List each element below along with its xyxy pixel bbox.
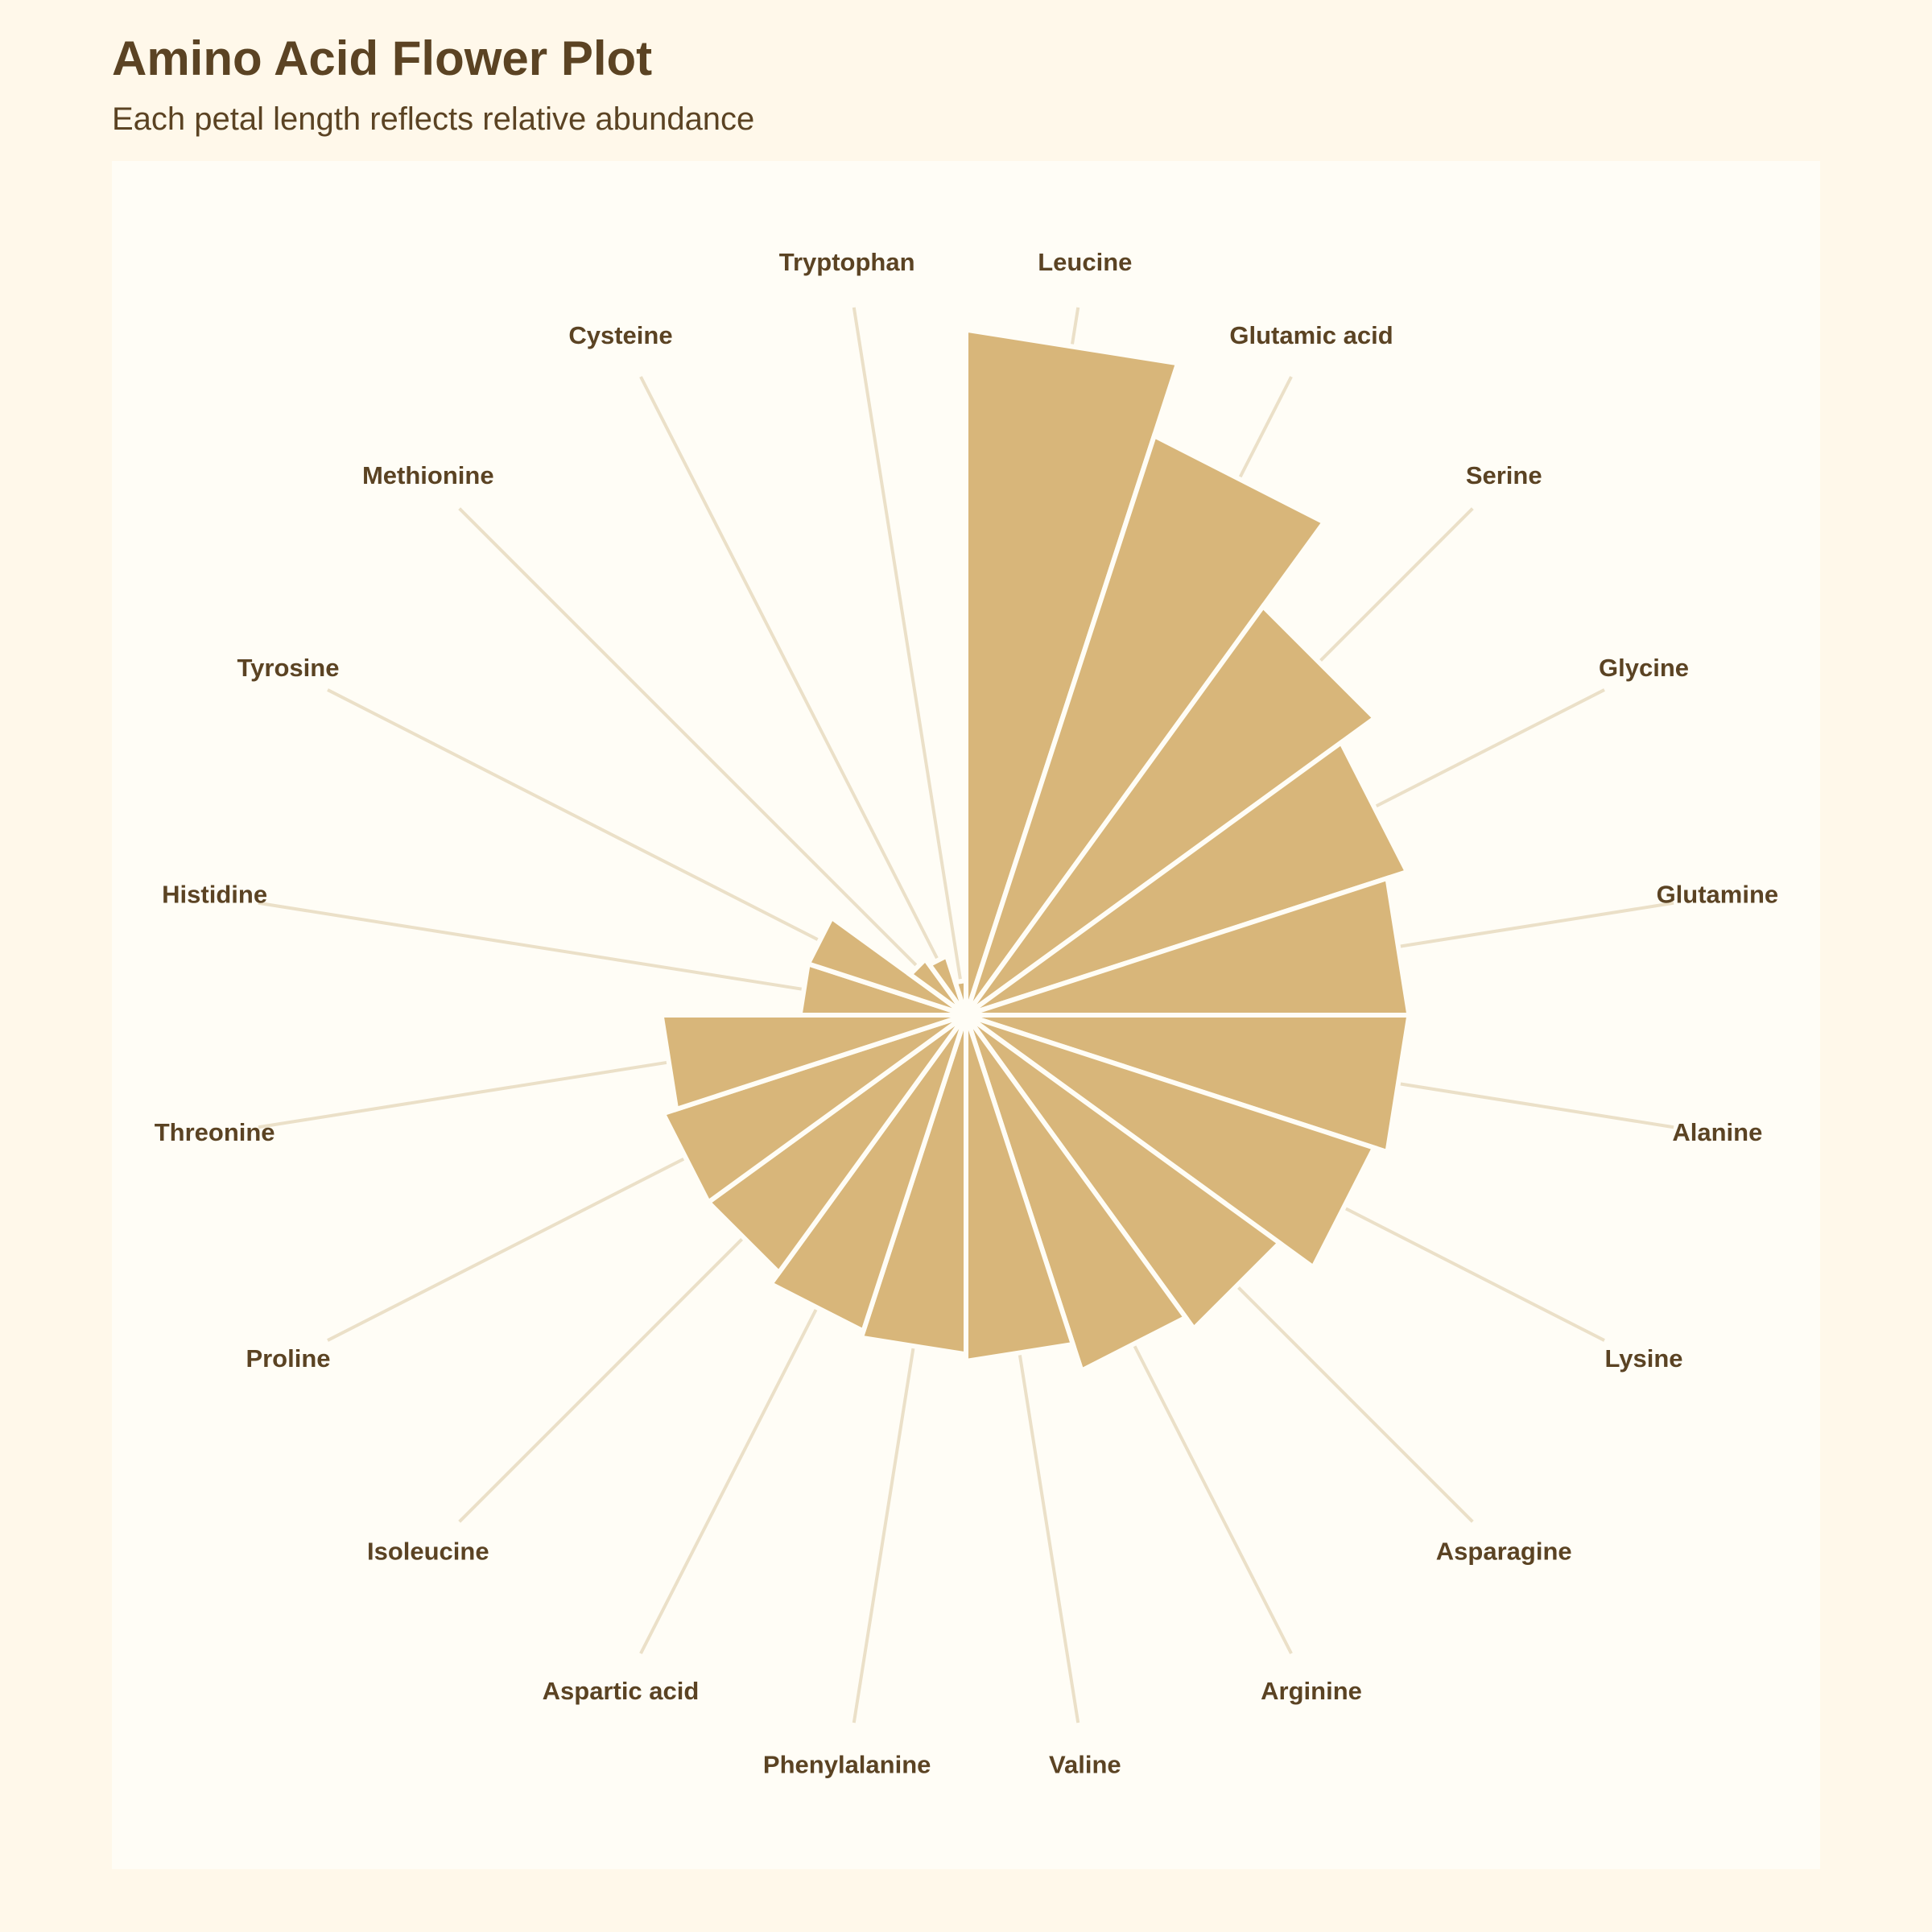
flower-chart: Leucine Glutamic acid Serine Glycine Glutami… xyxy=(155,248,1778,1779)
label-leucine: Leucine xyxy=(1038,248,1132,276)
label-alanine: Alanine xyxy=(1672,1118,1762,1146)
label-histidine: Histidine xyxy=(162,880,267,908)
label-cysteine: Cysteine xyxy=(568,321,672,349)
center-hole xyxy=(955,1004,977,1026)
label-threonine: Threonine xyxy=(155,1118,275,1146)
label-arginine: Arginine xyxy=(1261,1677,1362,1705)
chart-title: Amino Acid Flower Plot xyxy=(112,31,653,85)
petal-tyrosine xyxy=(804,914,968,1018)
label-glycine: Glycine xyxy=(1599,654,1689,682)
label-tyrosine: Tyrosine xyxy=(237,654,340,682)
chart-subtitle: Each petal length reflects relative abun… xyxy=(112,101,755,137)
label-glutamine: Glutamine xyxy=(1657,880,1779,908)
label-serine: Serine xyxy=(1466,461,1542,489)
label-phenylalanine: Phenylalanine xyxy=(763,1751,931,1779)
label-asparagine: Asparagine xyxy=(1436,1537,1572,1565)
label-proline: Proline xyxy=(246,1344,330,1373)
leader-line-methionine xyxy=(458,507,953,1002)
petals xyxy=(658,327,1412,1374)
label-isoleucine: Isoleucine xyxy=(367,1537,489,1565)
label-lysine: Lysine xyxy=(1604,1344,1682,1373)
label-aspartic-acid: Aspartic acid xyxy=(543,1677,700,1705)
label-valine: Valine xyxy=(1049,1751,1121,1779)
label-methionine: Methionine xyxy=(362,461,494,489)
label-glutamic-acid: Glutamic acid xyxy=(1229,321,1393,349)
plot-panel: Leucine Glutamic acid Serine Glycine Glutami… xyxy=(112,161,1820,1869)
leader-line-tryptophan xyxy=(852,307,965,996)
leader-line-cysteine xyxy=(639,376,959,998)
label-tryptophan: Tryptophan xyxy=(779,248,915,276)
category-labels: Leucine Glutamic acid Serine Glycine Glutami… xyxy=(155,248,1778,1779)
